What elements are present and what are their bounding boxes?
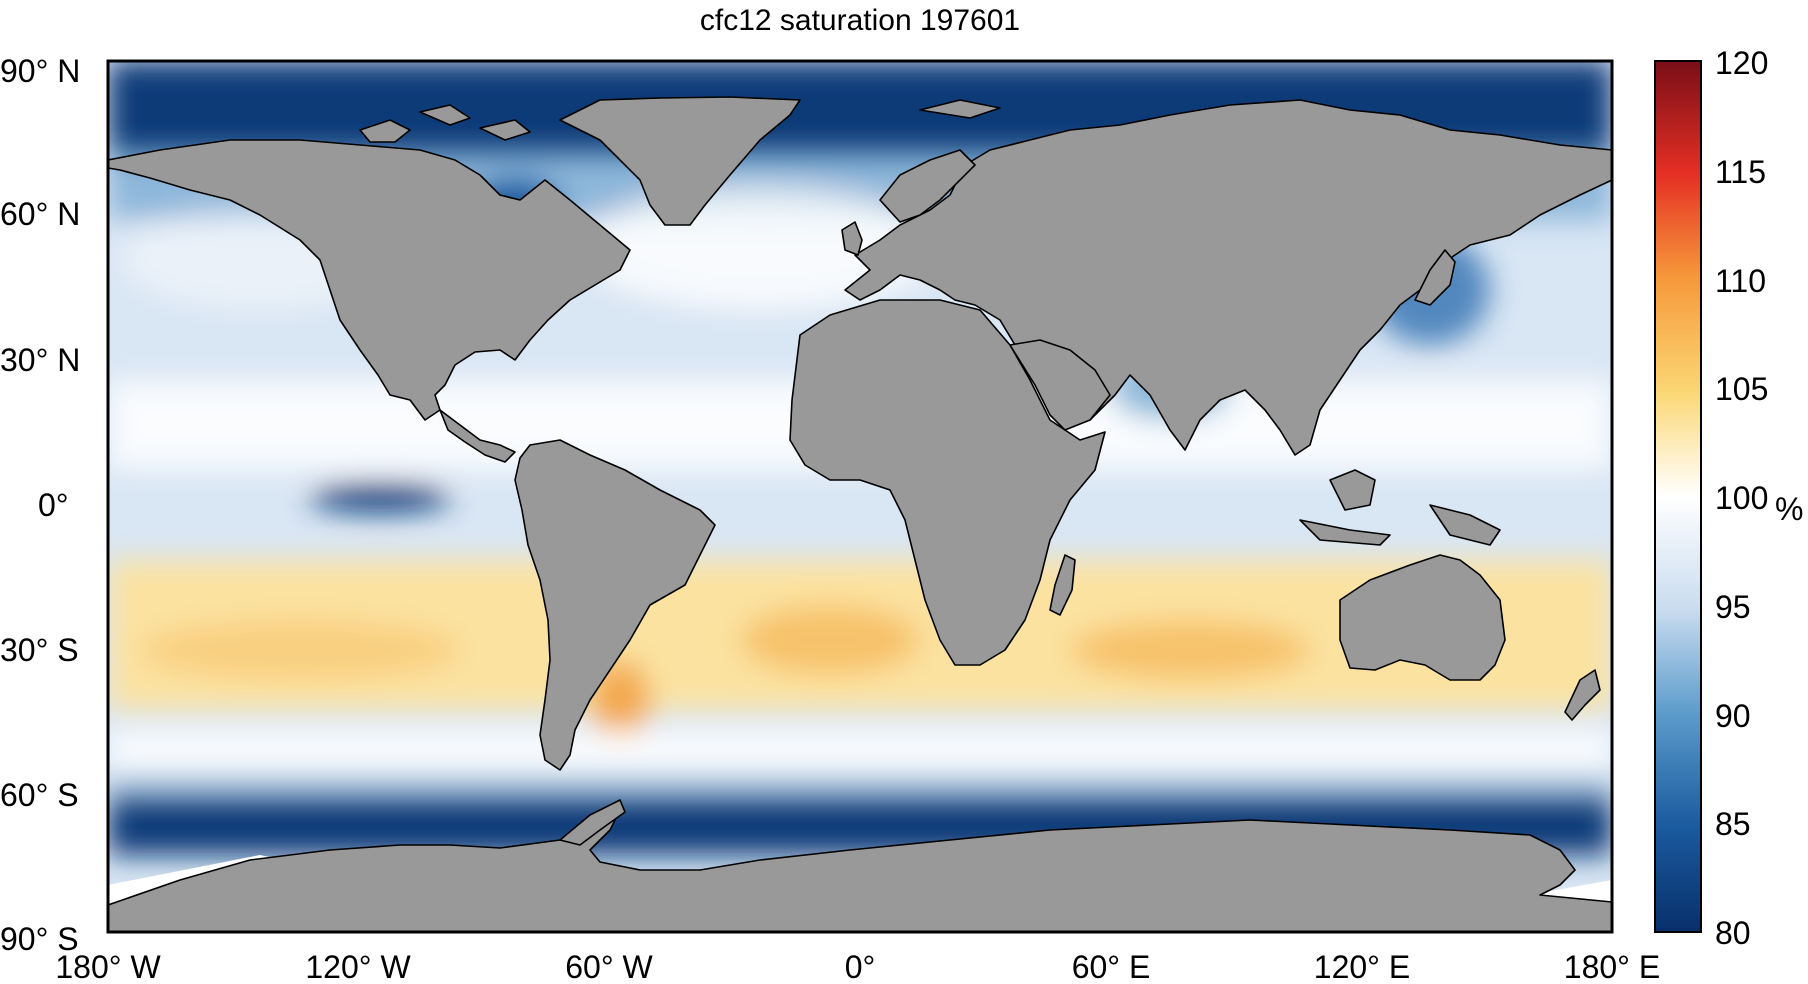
longitude-axis: 180° W 120° W 60° W 0° 60° E 120° E 180°… xyxy=(55,949,1660,984)
lon-tick-label: 120° W xyxy=(305,949,411,984)
colorbar-tick-label: 115 xyxy=(1715,154,1766,190)
lat-tick-label: 30° S xyxy=(0,632,79,668)
lon-tick-label: 120° E xyxy=(1314,949,1410,984)
lat-tick-label: 90° N xyxy=(0,53,80,89)
lon-tick-label: 60° E xyxy=(1072,949,1151,984)
colorbar-unit: % xyxy=(1775,491,1803,527)
lon-tick-label: 60° W xyxy=(565,949,653,984)
colorbar-tick-label: 120 xyxy=(1715,45,1768,81)
colorbar-gradient xyxy=(1654,60,1702,933)
map-title: cfc12 saturation 197601 xyxy=(700,4,1020,37)
colorbar-tick-label: 110 xyxy=(1715,263,1766,299)
lat-tick-label: 90° S xyxy=(0,921,79,957)
map-plot-area xyxy=(108,61,1612,932)
colorbar: 80 85 90 95 100 105 110 115 120 % xyxy=(1654,45,1803,951)
colorbar-tick-label: 105 xyxy=(1715,371,1768,407)
latitude-axis: 90° N 60° N 30° N 0° 30° S 60° S 90° S xyxy=(0,53,80,957)
colorbar-tick-label: 95 xyxy=(1715,589,1751,625)
lat-tick-label: 30° N xyxy=(0,342,80,378)
lon-tick-label: 180° E xyxy=(1564,949,1660,984)
colorbar-tick-label: 80 xyxy=(1715,915,1751,951)
colorbar-tick-label: 85 xyxy=(1715,806,1751,842)
map-frame xyxy=(106,59,1614,934)
colorbar-tick-label: 90 xyxy=(1715,698,1751,734)
lat-tick-label: 60° N xyxy=(0,196,80,232)
colorbar-tick-label: 100 xyxy=(1715,480,1768,516)
lon-tick-label: 0° xyxy=(845,949,876,984)
lon-tick-label: 180° W xyxy=(55,949,161,984)
lat-tick-label: 60° S xyxy=(0,777,79,813)
land-masses xyxy=(108,96,1612,932)
lat-tick-label: 0° xyxy=(38,487,69,523)
